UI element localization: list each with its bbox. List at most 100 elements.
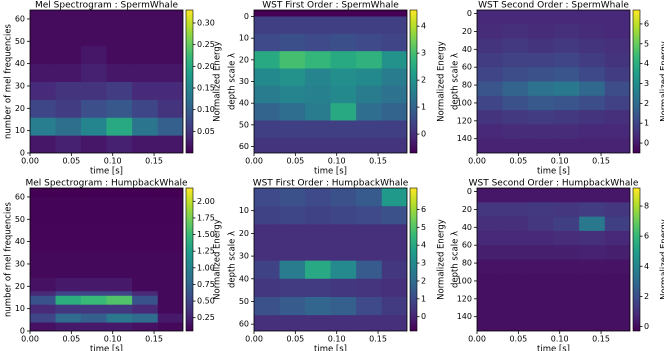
heatmap-cell (502, 10, 529, 25)
x-tick-label: 0.15 (145, 157, 163, 166)
colorbar (185, 187, 194, 332)
heatmap-cell (579, 202, 606, 218)
x-tick-label: 0.05 (286, 157, 304, 166)
heatmap-cell (604, 216, 630, 232)
y-tick-label: 20 (15, 104, 25, 113)
heatmap-cell (254, 260, 281, 280)
colorbar-tick-label: 4 (421, 241, 426, 250)
colorbar-tick-label: 0.25 (197, 313, 215, 322)
heatmap-cell (132, 63, 159, 82)
y-tick-label: 10 (239, 206, 249, 215)
heatmap-cell (304, 68, 332, 87)
x-tick-label: 0.05 (62, 335, 80, 344)
axes-frame (476, 187, 631, 332)
heatmap-cell (527, 288, 555, 303)
colorbar-tick-label: 1.00 (197, 263, 215, 272)
colorbar-tick-label: 0.15 (197, 84, 215, 93)
heatmap-cell (502, 188, 529, 203)
heatmap-cell (254, 85, 281, 104)
heatmap-cell (55, 223, 82, 252)
heatmap-cell (30, 45, 57, 65)
heatmap-cell (604, 52, 630, 68)
heatmap-cell (527, 302, 555, 318)
heatmap-cell (381, 68, 407, 87)
heatmap-cell (527, 273, 555, 289)
heatmap-cell (30, 63, 57, 82)
heatmap-cell (106, 304, 133, 314)
y-tick-label: 80 (462, 259, 472, 268)
heatmap-cell (527, 216, 555, 232)
heatmap-cell (579, 316, 606, 331)
heatmap-cell (254, 188, 281, 207)
heatmap-cell (553, 230, 580, 246)
heatmap-cell (477, 230, 504, 246)
heatmap-cell (579, 302, 606, 318)
x-tick-label: 0.10 (328, 335, 346, 344)
heatmap-cell (579, 288, 606, 303)
heatmap-cell (356, 315, 383, 331)
colorbar-tick-label: 0.30 (197, 19, 215, 28)
heatmap-cell (356, 278, 383, 298)
heatmap-cells (477, 10, 630, 153)
heatmap-cell (381, 296, 407, 316)
colorbar-tick-label: 6 (644, 19, 649, 28)
heatmap-cell (157, 117, 183, 136)
heatmap-cell (477, 110, 504, 125)
heatmap-cell (553, 24, 580, 40)
heatmap-cell (527, 52, 555, 68)
heatmap-cell (132, 99, 159, 118)
axes-frame (476, 9, 631, 154)
y-tick-label: 50 (239, 120, 249, 129)
y-axis-label: depth scale λ (228, 53, 238, 110)
heatmap-cell (579, 259, 606, 275)
heatmap-cell (604, 273, 630, 289)
y-tick-label: 0 (244, 12, 249, 21)
x-axis-label: time [s] (537, 345, 570, 351)
y-tick-label: 60 (15, 14, 25, 23)
heatmap-cell (132, 322, 159, 331)
y-tick-label: 60 (462, 63, 472, 72)
heatmap-cell (604, 230, 630, 246)
heatmap-cells (254, 188, 407, 331)
heatmap-cell (604, 81, 630, 97)
y-tick-label: 30 (239, 77, 249, 86)
y-tick-label: 120 (457, 294, 472, 303)
heatmap-cell (604, 202, 630, 218)
heatmap-cell (477, 52, 504, 68)
heatmap-cell (55, 135, 82, 153)
colorbar-tick-label: 0.50 (197, 297, 215, 306)
heatmap-cell (30, 295, 57, 305)
heatmap-cell (304, 260, 332, 280)
heatmap-cell (30, 223, 57, 252)
x-tick-label: 0.00 (21, 335, 39, 344)
heatmap-cell (356, 296, 383, 316)
heatmap-cell (330, 51, 357, 69)
heatmap-cell (477, 38, 504, 54)
heatmap-cell (304, 33, 332, 52)
heatmap-cell (254, 242, 281, 262)
heatmap-cell (30, 81, 57, 100)
heatmap-cell (502, 95, 529, 111)
heatmap-cell (527, 202, 555, 218)
heatmap-cell (106, 45, 133, 65)
x-tick-label: 0.00 (245, 335, 263, 344)
heatmap-cell (254, 103, 281, 121)
heatmap-cell (279, 278, 306, 298)
heatmap-cell (132, 313, 159, 323)
heatmap-cell (553, 259, 580, 275)
heatmap-cell (30, 313, 57, 323)
heatmap-cell (132, 81, 159, 100)
heatmap-cell (356, 260, 383, 280)
heatmap-cell (330, 85, 357, 104)
heatmap-cell (527, 81, 555, 97)
heatmap-cell (330, 242, 357, 262)
heatmap-cell (80, 322, 108, 331)
y-tick-label: 140 (457, 312, 472, 321)
heatmap-cell (477, 216, 504, 232)
y-tick-label: 60 (239, 320, 249, 329)
heatmap-cell (132, 250, 159, 278)
x-tick-label: 0.15 (369, 157, 387, 166)
heatmap-cell (157, 250, 183, 278)
heatmap-cell (477, 124, 504, 140)
